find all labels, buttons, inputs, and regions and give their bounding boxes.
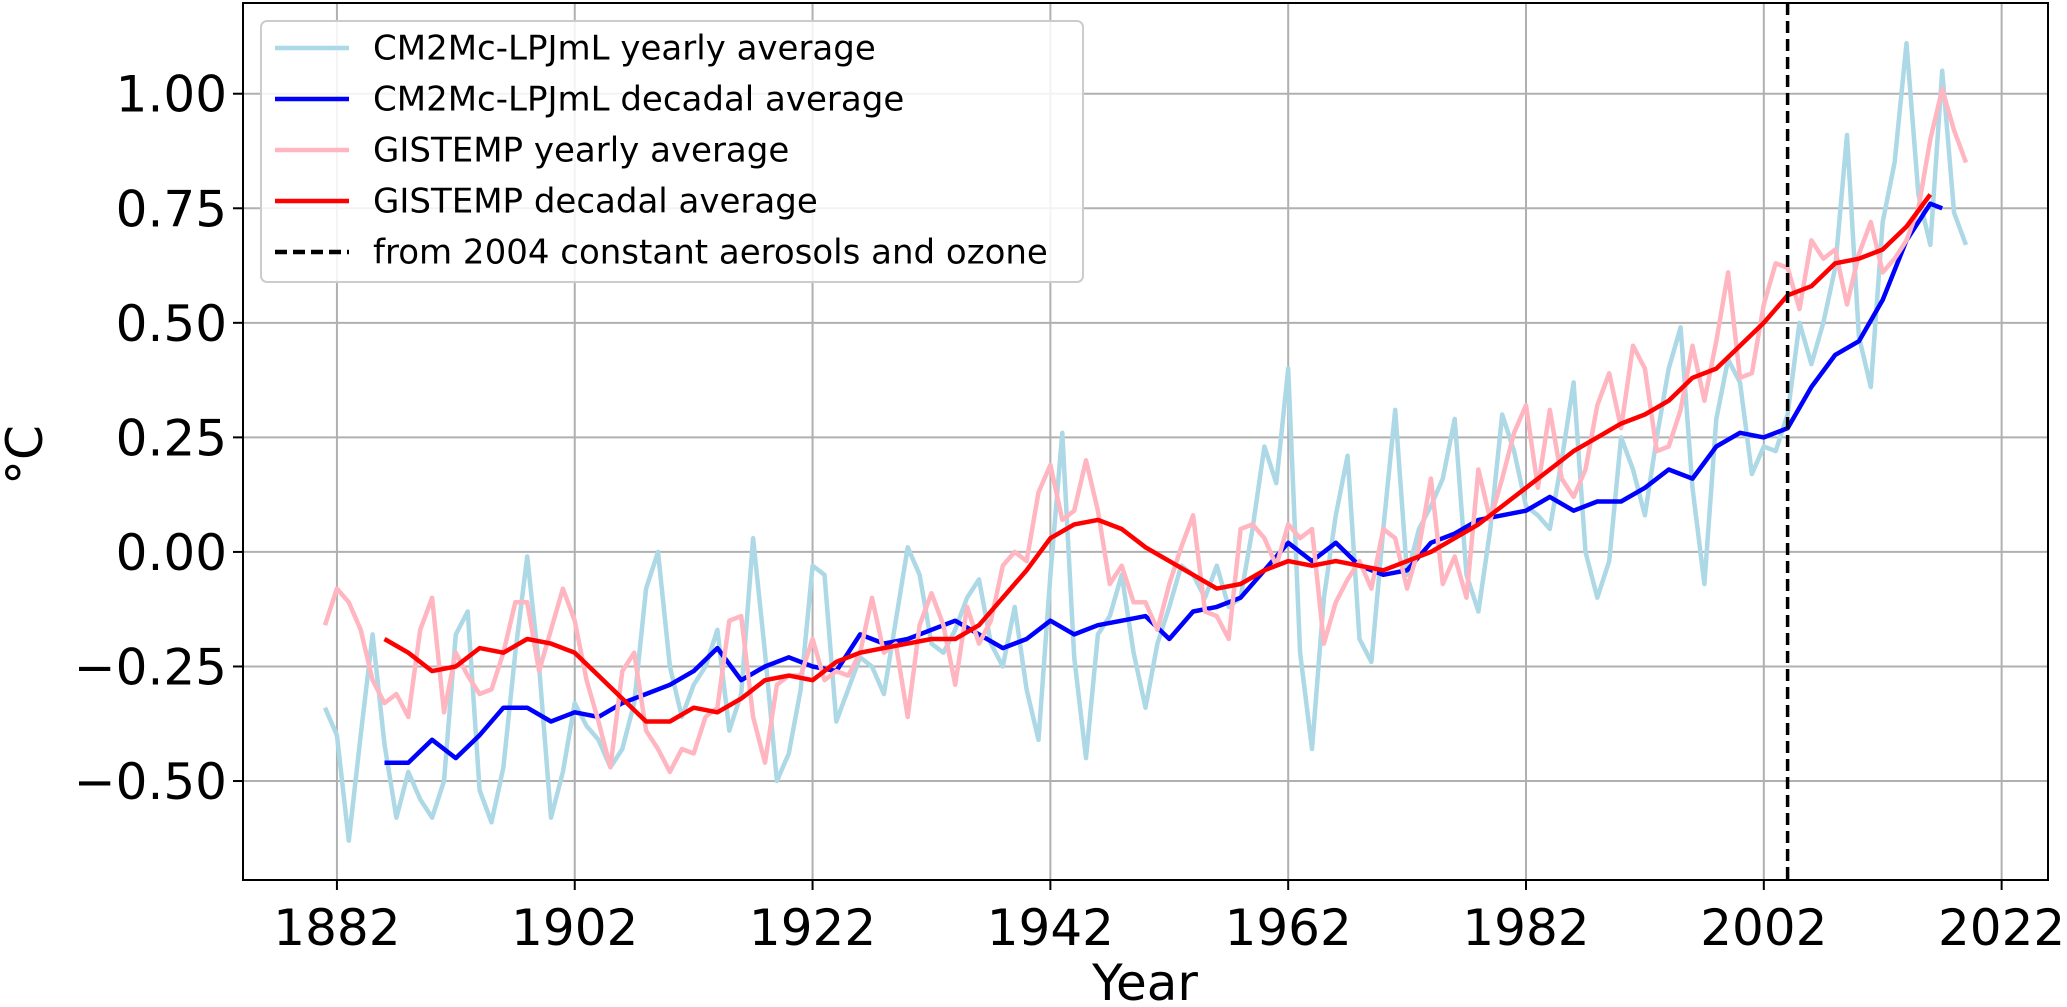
y-tick-label: −0.25 (74, 638, 227, 696)
x-tick-label: 1902 (511, 899, 638, 957)
series-line (322, 41, 1969, 843)
legend-box (260, 20, 1084, 283)
legend-label: CM2Mc-LPJmL yearly average (373, 29, 876, 69)
y-tick-label: 0.75 (116, 180, 227, 238)
x-tick-label: 1982 (1462, 899, 1589, 957)
y-tick-label: −0.50 (74, 753, 227, 811)
plot-frame (242, 2, 2049, 881)
series-line (384, 201, 1944, 765)
series-line (322, 86, 1969, 775)
y-axis-label: °C (0, 425, 54, 485)
y-tick-label: 0.25 (116, 409, 227, 467)
x-axis-label: Year (1091, 954, 1198, 1007)
x-tick-label: 2002 (1700, 899, 1827, 957)
legend-label: CM2Mc-LPJmL decadal average (373, 80, 904, 120)
series-line (383, 193, 1933, 724)
legend-label: GISTEMP yearly average (373, 131, 789, 171)
x-tick-label: 1922 (749, 899, 876, 957)
x-tick-label: 2022 (1938, 899, 2065, 957)
y-tick-label: 1.00 (116, 66, 227, 124)
y-tick-label: 0.50 (116, 295, 227, 353)
legend-label: GISTEMP decadal average (373, 182, 818, 222)
x-tick-label: 1942 (987, 899, 1114, 957)
y-tick-label: 0.00 (116, 524, 227, 582)
x-tick-label: 1962 (1225, 899, 1352, 957)
x-tick-label: 1882 (273, 899, 400, 957)
legend-label: from 2004 constant aerosols and ozone (373, 233, 1048, 273)
